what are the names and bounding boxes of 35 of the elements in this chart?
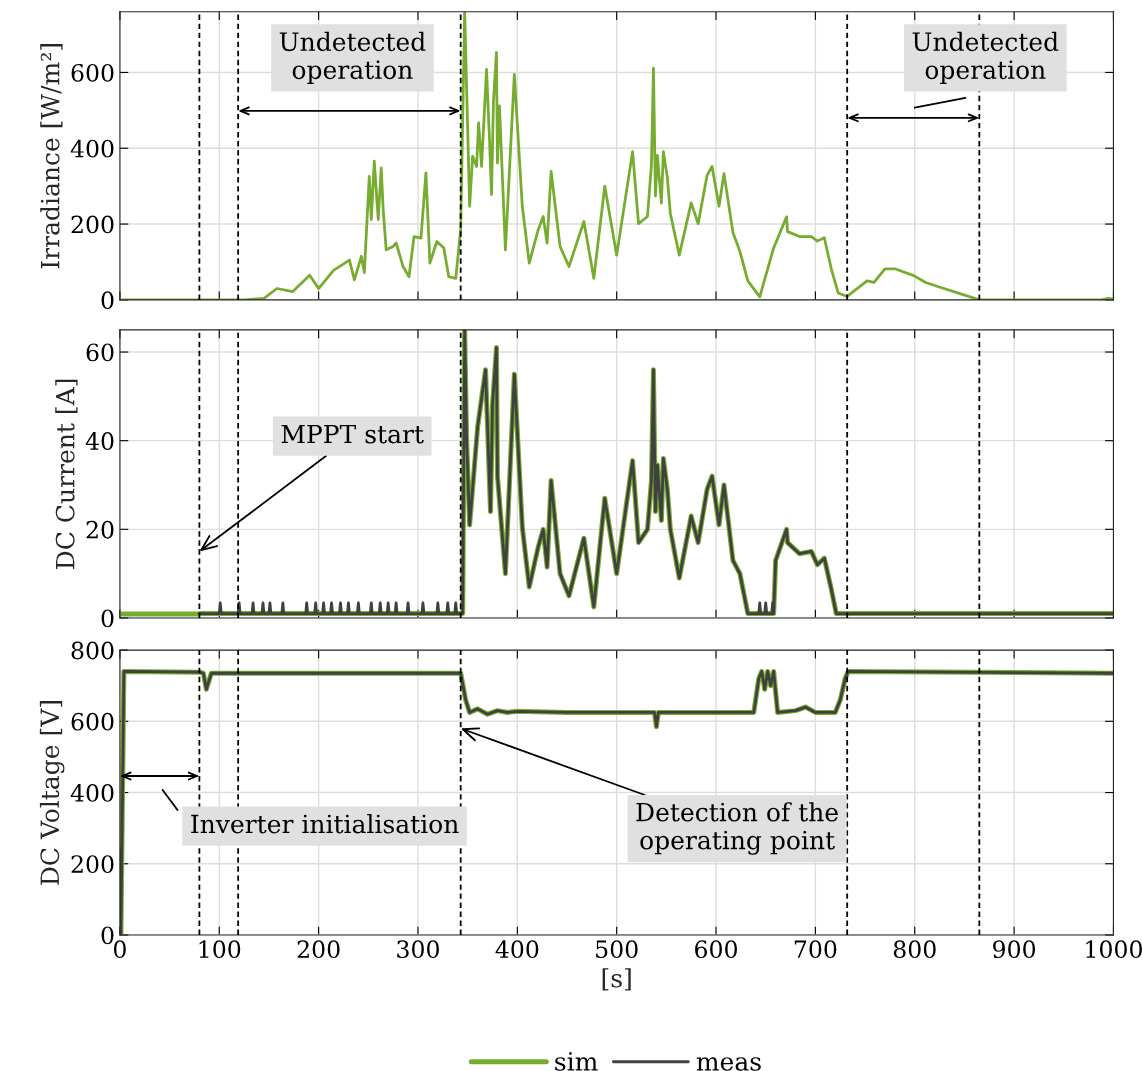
x-tick-label: 300 xyxy=(397,940,439,959)
y-tick-label: 400 xyxy=(70,783,114,802)
y-tick-label: 40 xyxy=(85,432,114,450)
x-tick-label: 1000 xyxy=(1086,940,1142,959)
y-tick-label: 600 xyxy=(71,712,114,731)
x-axis-title: [s] xyxy=(602,968,631,991)
annotation: Detection of the operating point xyxy=(636,802,838,855)
x-tick-label: 800 xyxy=(893,940,936,959)
y-tick-label: 800 xyxy=(71,641,114,660)
legend-label: sim xyxy=(555,1052,598,1071)
y-tick-label: 0 xyxy=(101,926,114,945)
y-axis-title: Irradiance [W/m²] xyxy=(40,44,63,269)
x-tick-label: 900 xyxy=(993,940,1036,959)
x-tick-label: 500 xyxy=(596,940,638,959)
x-tick-label: 400 xyxy=(495,940,539,959)
x-tick-label: 700 xyxy=(794,940,837,959)
annotation: Undetected operation xyxy=(912,31,1059,84)
y-tick-label: 0 xyxy=(101,291,114,310)
y-tick-label: 60 xyxy=(86,343,114,362)
y-axis-title: DC Voltage [V] xyxy=(39,701,65,885)
y-tick-label: 400 xyxy=(70,139,114,158)
x-tick-label: 600 xyxy=(695,940,737,959)
annotation: Undetected operation xyxy=(279,31,426,84)
x-tick-label: 200 xyxy=(297,940,340,959)
y-tick-label: 200 xyxy=(71,215,114,234)
y-tick-label: 200 xyxy=(71,855,114,874)
x-tick-label: 100 xyxy=(199,940,241,959)
annotation: Inverter initialisation xyxy=(191,814,459,834)
legend-label: meas xyxy=(696,1057,761,1071)
y-tick-label: 600 xyxy=(71,63,114,82)
y-tick-label: 0 xyxy=(101,609,114,628)
annotation: MPPT start xyxy=(281,424,424,444)
y-tick-label: 20 xyxy=(86,520,114,539)
y-axis-title: DC Current [A] xyxy=(55,379,78,569)
x-tick-label: 0 xyxy=(113,940,126,959)
